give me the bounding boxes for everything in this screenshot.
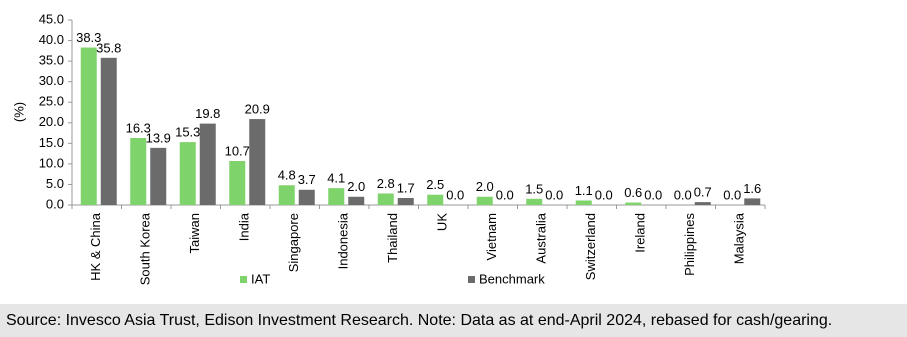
bar bbox=[80, 47, 97, 205]
value-label: 1.5 bbox=[525, 181, 543, 196]
value-label: 0.0 bbox=[674, 187, 692, 202]
value-label: 3.7 bbox=[298, 172, 316, 187]
x-tick-label: Australia bbox=[534, 212, 549, 263]
x-tick-label: UK bbox=[435, 213, 450, 231]
value-label: 0.0 bbox=[723, 187, 741, 202]
x-tick-label: India bbox=[237, 212, 252, 241]
bar bbox=[575, 200, 592, 205]
value-label: 10.7 bbox=[225, 143, 250, 158]
x-tick-label: Switzerland bbox=[583, 213, 598, 280]
bar bbox=[476, 196, 493, 205]
x-tick-label: Ireland bbox=[633, 213, 648, 253]
bar bbox=[377, 193, 394, 205]
bar bbox=[328, 188, 345, 205]
bar bbox=[625, 202, 642, 205]
bar bbox=[130, 137, 147, 205]
y-tick-label: 35.0 bbox=[39, 53, 64, 68]
value-label: 1.1 bbox=[575, 183, 593, 198]
value-label: 13.9 bbox=[146, 130, 171, 145]
y-tick-label: 20.0 bbox=[39, 114, 64, 129]
bar bbox=[744, 198, 761, 205]
value-label: 0.0 bbox=[644, 187, 662, 202]
value-label: 4.1 bbox=[327, 171, 345, 186]
y-tick-label: 5.0 bbox=[46, 176, 64, 191]
value-label: 0.0 bbox=[446, 187, 464, 202]
value-label: 0.0 bbox=[545, 187, 563, 202]
value-label: 38.3 bbox=[76, 30, 101, 45]
bar bbox=[694, 202, 711, 205]
bar bbox=[150, 147, 167, 205]
y-tick-label: 25.0 bbox=[39, 94, 64, 109]
value-label: 0.0 bbox=[595, 187, 613, 202]
value-label: 35.8 bbox=[96, 40, 121, 55]
bar bbox=[397, 198, 414, 205]
bar bbox=[526, 198, 543, 205]
x-tick-label: Vietnam bbox=[484, 213, 499, 260]
x-tick-label: Malaysia bbox=[732, 212, 747, 264]
value-label: 2.0 bbox=[476, 179, 494, 194]
x-tick-label: Taiwan bbox=[187, 213, 202, 253]
value-label: 19.8 bbox=[195, 106, 220, 121]
legend-label: Benchmark bbox=[479, 271, 545, 286]
x-tick-label: Philippines bbox=[682, 213, 697, 276]
bar bbox=[249, 119, 266, 205]
y-tick-label: 30.0 bbox=[39, 73, 64, 88]
value-label: 0.7 bbox=[694, 185, 712, 200]
y-tick-label: 0.0 bbox=[46, 196, 64, 211]
source-note: Source: Invesco Asia Trust, Edison Inves… bbox=[0, 304, 907, 337]
bar bbox=[179, 142, 196, 205]
value-label: 16.3 bbox=[126, 120, 151, 135]
value-label: 0.6 bbox=[624, 185, 642, 200]
value-label: 2.8 bbox=[377, 176, 395, 191]
value-label: 0.0 bbox=[496, 187, 514, 202]
x-tick-label: HK & China bbox=[88, 212, 103, 281]
value-label: 4.8 bbox=[278, 168, 296, 183]
x-tick-label: South Korea bbox=[138, 212, 153, 285]
bar bbox=[199, 123, 216, 205]
bar bbox=[348, 196, 365, 205]
value-label: 2.5 bbox=[426, 177, 444, 192]
y-tick-label: 40.0 bbox=[39, 32, 64, 47]
y-tick-label: 15.0 bbox=[39, 135, 64, 150]
bar bbox=[278, 185, 295, 205]
legend-swatch bbox=[468, 276, 475, 283]
bar bbox=[100, 57, 117, 206]
bar bbox=[427, 194, 444, 205]
x-tick-label: Singapore bbox=[286, 213, 301, 272]
chart: (%) 0.0 5.0 10.0 15.0 20.0 25.0 30.0 35.0 40.0 45… bbox=[11, 11, 766, 286]
y-axis-label: (%) bbox=[11, 102, 26, 122]
value-label: 2.0 bbox=[347, 179, 365, 194]
y-tick-label: 45.0 bbox=[39, 11, 64, 26]
value-label: 15.3 bbox=[175, 125, 200, 140]
value-label: 20.9 bbox=[245, 102, 270, 117]
bar bbox=[298, 189, 315, 205]
x-tick-label: Indonesia bbox=[336, 212, 351, 269]
value-label: 1.6 bbox=[743, 181, 761, 196]
bar bbox=[229, 161, 246, 205]
legend-swatch bbox=[240, 276, 247, 283]
y-tick-label: 10.0 bbox=[39, 155, 64, 170]
legend-label: IAT bbox=[251, 271, 270, 286]
x-tick-label: Thailand bbox=[385, 213, 400, 263]
value-label: 1.7 bbox=[397, 180, 415, 195]
